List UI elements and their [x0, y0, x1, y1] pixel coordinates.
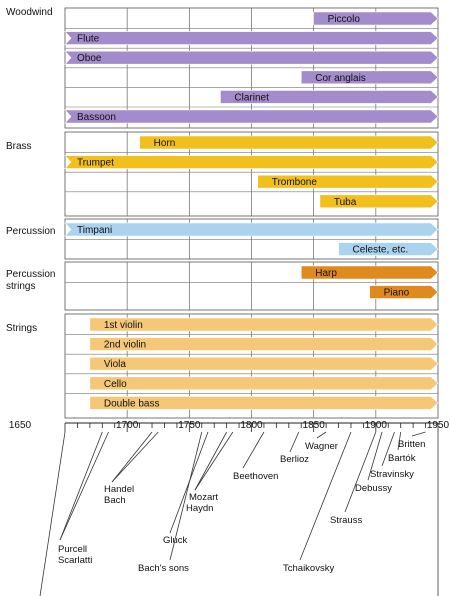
group-label: Percussion strings	[6, 269, 55, 292]
composer-line	[367, 431, 383, 481]
composer-label: Beethoven	[233, 471, 278, 482]
instrument-label: Clarinet	[234, 92, 269, 103]
composer-label: Berlioz	[280, 454, 309, 465]
x-tick-label: 1800	[240, 420, 263, 431]
instrument-label: Celeste, etc.	[353, 245, 409, 256]
instrument-bar	[338, 242, 439, 256]
composer-line	[169, 431, 203, 561]
composer-line	[169, 431, 209, 534]
composer-label: Gluck	[163, 535, 188, 546]
x-tick-label: 1750	[178, 420, 201, 431]
instrument-bar	[64, 155, 439, 169]
composer-label: Haydn	[186, 503, 213, 514]
composer-label: Scarlatti	[58, 555, 92, 566]
composer-line	[59, 431, 103, 541]
instrument-bar	[89, 317, 439, 332]
instrument-label: 2nd violin	[104, 340, 146, 351]
x-tick-label: 1700	[116, 420, 139, 431]
instrument-label: Cello	[104, 379, 127, 390]
composer-label: Bach	[104, 495, 126, 506]
instrument-label: Double bass	[104, 398, 160, 409]
instrument-label: 1st violin	[104, 320, 143, 331]
instrument-label: Piccolo	[328, 14, 361, 25]
composer-line	[411, 431, 426, 437]
composer-line	[289, 431, 300, 453]
composer-line	[111, 431, 153, 483]
instrument-bar	[89, 376, 439, 391]
composer-line	[381, 431, 395, 467]
composer-label: Debussy	[355, 483, 392, 494]
composer-line	[194, 431, 234, 491]
instrument-bar	[64, 50, 439, 65]
instrument-bar	[89, 337, 439, 351]
composer-label: Bartók	[388, 453, 416, 464]
x-tick-label: 1850	[303, 420, 326, 431]
composer-line	[59, 431, 109, 541]
instrument-bar	[139, 135, 439, 150]
instrument-label: Trumpet	[77, 158, 114, 169]
instrument-label: Tuba	[334, 197, 357, 208]
group-label: Brass	[6, 141, 32, 152]
instrument-bar	[64, 109, 439, 124]
instrument-bar	[220, 90, 439, 104]
composer-line	[316, 431, 327, 439]
composer-label: Purcell	[58, 544, 87, 555]
instrument-bar	[89, 356, 439, 371]
instrument-label: Cor anglais	[315, 73, 366, 84]
composer-label: Britten	[398, 439, 425, 450]
composer-line	[344, 431, 377, 513]
instrument-bar	[64, 31, 439, 45]
instrument-bar	[257, 174, 439, 189]
group-label: Strings	[6, 323, 37, 334]
instrument-label: Timpani	[77, 225, 112, 236]
instrument-bar	[313, 11, 439, 26]
group-label: Percussion	[6, 226, 55, 237]
instrument-bar	[319, 194, 439, 209]
composer-label: Wagner	[305, 441, 338, 452]
composer-label: Strauss	[330, 515, 362, 526]
frame-line-left	[39, 431, 66, 596]
instrument-bar	[300, 265, 439, 280]
instrument-label: Bassoon	[77, 112, 116, 123]
composer-label: Handel	[104, 484, 134, 495]
instrument-bar	[300, 70, 439, 85]
instrument-label: Flute	[77, 34, 100, 45]
composer-label: Tchaikovsky	[283, 563, 334, 574]
instrument-label: Viola	[104, 359, 126, 370]
composer-label: Stravinsky	[370, 469, 414, 480]
x-tick-label: 1900	[365, 420, 388, 431]
instrument-bar	[89, 396, 439, 410]
instrument-label: Horn	[154, 138, 176, 149]
instrument-bar	[64, 222, 439, 237]
composer-label: Mozart	[189, 492, 218, 503]
instrument-label: Piano	[384, 288, 410, 299]
composer-line	[299, 431, 352, 561]
instrument-label: Trombone	[272, 177, 318, 188]
group-label: Woodwind	[6, 7, 53, 18]
composer-line	[242, 431, 265, 469]
composer-line	[111, 431, 159, 483]
x-tick-label: 1650	[9, 420, 32, 431]
instrument-label: Oboe	[77, 53, 102, 64]
composer-line	[194, 431, 227, 491]
composer-line	[397, 431, 402, 451]
instrument-label: Harp	[315, 268, 337, 279]
x-tick-label: 1950	[427, 420, 450, 431]
instrument-bar	[369, 285, 439, 299]
composer-label: Bach's sons	[138, 563, 189, 574]
